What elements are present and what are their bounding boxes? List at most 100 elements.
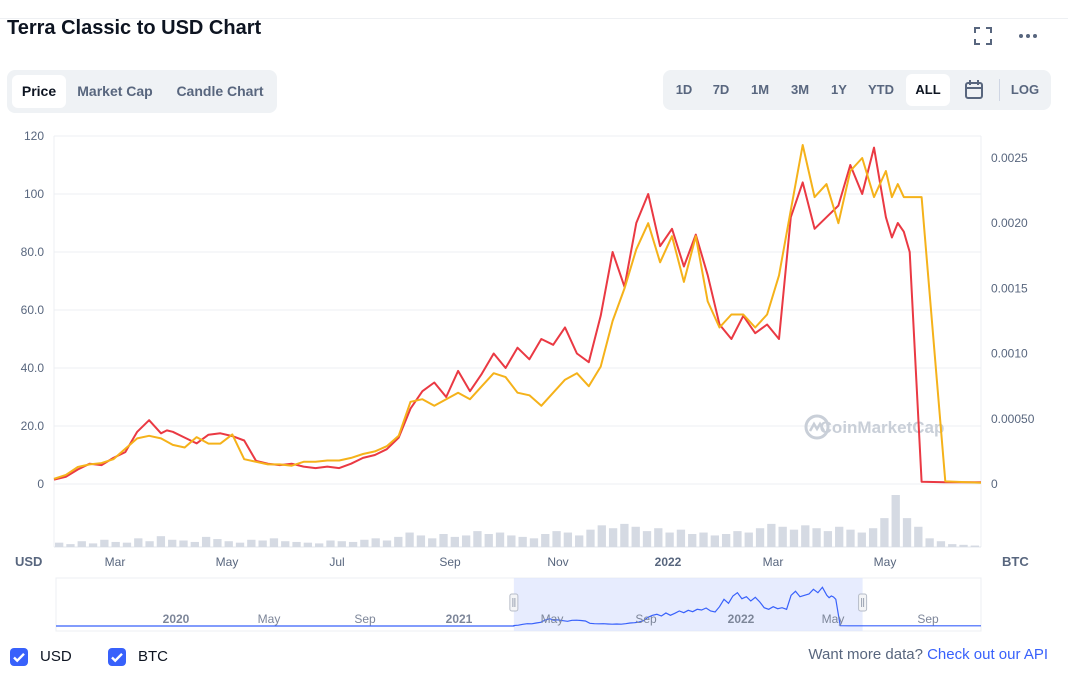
page-title: Terra Classic to USD Chart (7, 17, 262, 39)
volume-bar (190, 541, 199, 547)
volume-bar (846, 529, 855, 547)
checkbox-checked-icon[interactable] (108, 648, 126, 666)
checkbox-checked-icon[interactable] (10, 648, 28, 666)
volume-bar (665, 532, 674, 547)
log-scale-toggle[interactable]: LOG (1010, 82, 1040, 97)
volume-bar (450, 536, 459, 547)
range-1d[interactable]: 1D (675, 82, 693, 97)
volume-bar (654, 528, 663, 547)
y-right-tick-label: 0.0015 (991, 281, 1028, 295)
volume-bar (902, 518, 912, 547)
handle-grip (858, 593, 868, 612)
handle-grip (509, 593, 519, 612)
volume-bar (597, 525, 606, 547)
calendar-icon[interactable] (955, 74, 993, 106)
volume-bar (676, 529, 686, 547)
range-selector: 1D 7D 1M 3M 1Y YTD ALL LOG (663, 70, 1051, 110)
x-tick-label: Jul (329, 555, 344, 569)
volume-bar (880, 518, 889, 547)
volume-bar (586, 529, 595, 547)
volume-bar (789, 529, 799, 547)
api-link[interactable]: Check out our API (927, 646, 1048, 663)
volume-bar (405, 532, 414, 547)
volume-bar (925, 538, 934, 547)
range-7d[interactable]: 7D (712, 82, 730, 97)
x-tick-label: May (216, 555, 239, 569)
volume-bar (360, 539, 369, 547)
volume-bar (382, 540, 392, 547)
navigator-tick-label: Sep (354, 612, 376, 626)
range-3m[interactable]: 3M (790, 82, 810, 97)
volume-bar (767, 523, 776, 547)
y-left-tick-label: 40.0 (21, 361, 45, 375)
volume-bar (699, 532, 708, 547)
series-line-btc (53, 144, 982, 484)
range-all[interactable]: ALL (906, 74, 950, 106)
volume-bar (461, 535, 471, 547)
volume-bar (620, 523, 629, 547)
volume-bar (247, 539, 256, 547)
navigator-tick-label: 2022 (728, 612, 755, 626)
volume-bar (575, 535, 584, 547)
more-options-icon[interactable] (1016, 24, 1040, 48)
navigator-handle-right[interactable] (858, 593, 868, 612)
fullscreen-icon[interactable] (971, 24, 995, 48)
watermark-text: CoinMarketCap (820, 418, 945, 437)
volume-bar (710, 535, 719, 547)
range-1y[interactable]: 1Y (831, 82, 847, 97)
tab-market-cap[interactable]: Market Cap (77, 83, 153, 99)
range-divider (999, 79, 1000, 101)
tab-candle-chart[interactable]: Candle Chart (176, 83, 264, 99)
x-tick-label: Mar (763, 555, 784, 569)
tab-price[interactable]: Price (12, 75, 66, 108)
legend-btc[interactable]: BTC (108, 647, 178, 669)
legend-usd[interactable]: USD (10, 647, 80, 669)
range-1m[interactable]: 1M (750, 82, 770, 97)
volume-bar (473, 531, 482, 547)
volume-bar (213, 539, 222, 547)
more-data-text: Want more data? (808, 646, 923, 663)
volume-bar (326, 540, 335, 547)
navigator-handle-left[interactable] (509, 593, 519, 612)
y-left-tick-label: 60.0 (21, 303, 45, 317)
y-left-axis-label: USD (15, 554, 42, 569)
volume-bar (936, 541, 946, 547)
volume-bar (55, 542, 64, 547)
volume-bar (258, 540, 267, 547)
volume-bar (168, 539, 177, 547)
navigator-selection (513, 578, 863, 631)
volume-bar (235, 542, 245, 547)
volume-bar (337, 541, 346, 547)
navigator-tick-label: 2020 (163, 612, 190, 626)
series-line-usd (53, 146, 981, 484)
volume-bar (156, 536, 166, 547)
volume-bar (801, 525, 810, 547)
navigator-line (56, 586, 981, 627)
y-right-tick-label: 0.0020 (991, 216, 1028, 230)
x-tick-label: Mar (105, 555, 126, 569)
volume-bar (755, 528, 765, 547)
range-ytd[interactable]: YTD (868, 82, 894, 97)
volume-bar (348, 541, 358, 547)
volume-bar (303, 542, 313, 547)
volume-bar (88, 543, 98, 547)
volume-bar (77, 541, 86, 547)
y-right-tick-label: 0 (991, 477, 998, 491)
legend-usd-label: USD (40, 648, 72, 665)
navigator-tick-label: 2021 (446, 612, 473, 626)
y-right-tick-label: 0.00050 (991, 412, 1035, 426)
navigator-tick-label: May (822, 612, 845, 626)
volume-bar (134, 538, 143, 547)
more-data-prompt: Want more data? Check out our API (808, 646, 1048, 663)
volume-bar (812, 528, 821, 547)
volume-bar (721, 534, 731, 547)
volume-bar (201, 536, 211, 547)
volume-bar (394, 536, 403, 547)
volume-bar (281, 541, 290, 547)
volume-bar (439, 534, 448, 547)
volume-bar (642, 531, 652, 547)
volume-bar (552, 531, 561, 547)
volume-bar (66, 544, 75, 547)
y-left-tick-label: 100 (24, 187, 44, 201)
